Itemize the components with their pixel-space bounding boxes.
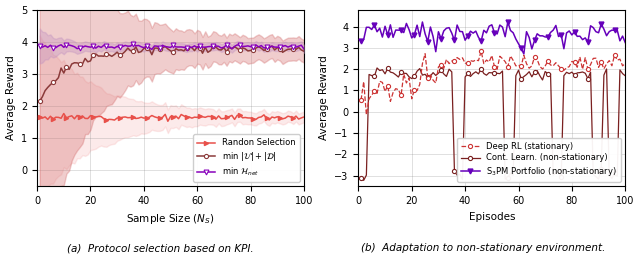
Randon Selection — [36, 115, 44, 118]
Cont. Learn. (non-stationary) — [520, 75, 527, 78]
min $\mathcal{H}_{net}$ — [148, 48, 156, 51]
min $\mathcal{H}_{net}$ — [292, 45, 300, 49]
Text: (a)  Protocol selection based on KPI.: (a) Protocol selection based on KPI. — [67, 244, 253, 253]
Line: min $\mathcal{H}_{net}$: min $\mathcal{H}_{net}$ — [37, 42, 307, 52]
Y-axis label: Average Reward: Average Reward — [6, 56, 15, 140]
S$_3$PM Portfolio (non-stationary) — [357, 40, 365, 43]
S$_3$PM Portfolio (non-stationary) — [493, 33, 501, 36]
S$_3$PM Portfolio (non-stationary) — [613, 29, 621, 32]
Line: Randon Selection: Randon Selection — [38, 112, 306, 123]
Deep RL (stationary) — [421, 52, 429, 55]
Cont. Learn. (non-stationary) — [499, 70, 506, 73]
Deep RL (stationary) — [520, 54, 527, 57]
min $|\mathcal{U}| + |\mathcal{D}|$ — [97, 54, 105, 57]
Randon Selection — [90, 115, 97, 118]
min $\mathcal{H}_{net}$ — [36, 44, 44, 47]
X-axis label: Episodes: Episodes — [468, 212, 515, 221]
Line: Deep RL (stationary): Deep RL (stationary) — [359, 49, 627, 117]
Line: min $|\mathcal{U}| + |\mathcal{D}|$: min $|\mathcal{U}| + |\mathcal{D}|$ — [38, 44, 306, 103]
Cont. Learn. (non-stationary) — [613, 175, 621, 178]
X-axis label: Sample Size $(N_S)$: Sample Size $(N_S)$ — [126, 212, 215, 226]
Deep RL (stationary) — [477, 50, 485, 53]
min $|\mathcal{U}| + |\mathcal{D}|$ — [289, 47, 297, 51]
S$_3$PM Portfolio (non-stationary) — [520, 52, 527, 55]
Cont. Learn. (non-stationary) — [357, 177, 365, 180]
Cont. Learn. (non-stationary) — [360, 179, 367, 182]
Line: S$_3$PM Portfolio (non-stationary): S$_3$PM Portfolio (non-stationary) — [358, 20, 628, 56]
Legend: Deep RL (stationary), Cont. Learn. (non-stationary), S$_3$PM Portfolio (non-stat: Deep RL (stationary), Cont. Learn. (non-… — [457, 138, 621, 182]
Line: Cont. Learn. (non-stationary): Cont. Learn. (non-stationary) — [359, 66, 627, 182]
Text: (b)  Adaptation to non-stationary environment.: (b) Adaptation to non-stationary environ… — [361, 244, 605, 253]
min $\mathcal{H}_{net}$ — [177, 45, 185, 49]
Randon Selection — [60, 112, 68, 115]
Randon Selection — [292, 115, 300, 118]
S$_3$PM Portfolio (non-stationary) — [408, 36, 415, 39]
min $\mathcal{H}_{net}$ — [97, 46, 105, 49]
Deep RL (stationary) — [362, 113, 370, 116]
Deep RL (stationary) — [499, 57, 506, 60]
S$_3$PM Portfolio (non-stationary) — [517, 47, 525, 50]
Cont. Learn. (non-stationary) — [373, 67, 381, 70]
min $\mathcal{H}_{net}$ — [198, 45, 206, 49]
min $\mathcal{H}_{net}$ — [129, 42, 137, 45]
S$_3$PM Portfolio (non-stationary) — [621, 41, 629, 44]
min $|\mathcal{U}| + |\mathcal{D}|$ — [172, 47, 180, 50]
Randon Selection — [300, 115, 308, 118]
min $|\mathcal{U}| + |\mathcal{D}|$ — [300, 50, 308, 53]
S$_3$PM Portfolio (non-stationary) — [419, 21, 426, 24]
min $|\mathcal{U}| + |\mathcal{D}|$ — [282, 49, 289, 52]
Deep RL (stationary) — [357, 98, 365, 101]
Cont. Learn. (non-stationary) — [605, 173, 613, 177]
S$_3$PM Portfolio (non-stationary) — [605, 30, 613, 33]
Randon Selection — [284, 115, 292, 118]
min $|\mathcal{U}| + |\mathcal{D}|$ — [36, 100, 44, 103]
Deep RL (stationary) — [605, 59, 613, 62]
Randon Selection — [198, 115, 206, 118]
min $|\mathcal{U}| + |\mathcal{D}|$ — [268, 44, 276, 47]
Deep RL (stationary) — [613, 59, 621, 62]
min $|\mathcal{U}| + |\mathcal{D}|$ — [193, 45, 201, 48]
Deep RL (stationary) — [621, 62, 629, 65]
Legend: Randon Selection, min $|\mathcal{U}| + |\mathcal{D}|$, min $\mathcal{H}_{net}$: Randon Selection, min $|\mathcal{U}| + |… — [193, 134, 300, 182]
S$_3$PM Portfolio (non-stationary) — [504, 21, 511, 24]
Cont. Learn. (non-stationary) — [413, 70, 421, 73]
Y-axis label: Average Reward: Average Reward — [319, 56, 329, 140]
Cont. Learn. (non-stationary) — [424, 76, 431, 79]
min $\mathcal{H}_{net}$ — [284, 45, 292, 49]
min $|\mathcal{U}| + |\mathcal{D}|$ — [86, 59, 94, 62]
Deep RL (stationary) — [411, 88, 419, 91]
Randon Selection — [164, 120, 172, 123]
Randon Selection — [177, 113, 185, 116]
min $\mathcal{H}_{net}$ — [300, 47, 308, 51]
Cont. Learn. (non-stationary) — [621, 74, 629, 77]
min $\mathcal{H}_{net}$ — [86, 46, 94, 49]
Randon Selection — [100, 117, 108, 120]
